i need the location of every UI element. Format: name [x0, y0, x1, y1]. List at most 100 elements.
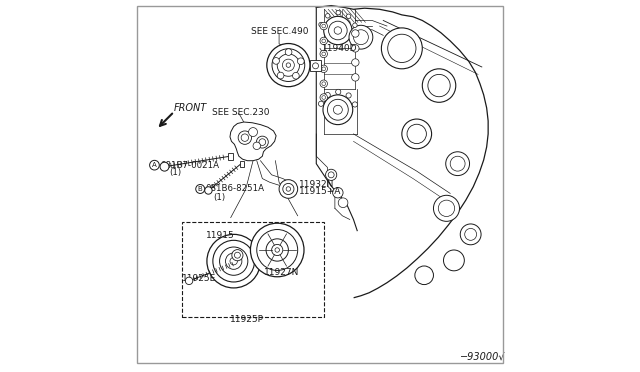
- Circle shape: [415, 266, 433, 285]
- Circle shape: [319, 101, 324, 106]
- Circle shape: [349, 25, 373, 49]
- Circle shape: [271, 244, 283, 256]
- Circle shape: [225, 253, 242, 269]
- Polygon shape: [230, 122, 276, 161]
- Text: (1): (1): [170, 168, 182, 177]
- Circle shape: [324, 16, 352, 45]
- Circle shape: [275, 248, 280, 252]
- Circle shape: [352, 102, 358, 107]
- Text: 11915+A: 11915+A: [299, 187, 341, 196]
- Circle shape: [322, 67, 326, 71]
- Circle shape: [407, 124, 426, 144]
- Circle shape: [272, 49, 305, 81]
- Circle shape: [286, 187, 291, 191]
- Circle shape: [351, 45, 359, 52]
- Circle shape: [196, 185, 205, 193]
- Circle shape: [150, 160, 159, 170]
- Bar: [228, 153, 234, 160]
- Text: 11940D: 11940D: [322, 44, 357, 53]
- Circle shape: [333, 105, 342, 114]
- Circle shape: [422, 69, 456, 102]
- Circle shape: [322, 39, 326, 43]
- Circle shape: [241, 134, 248, 141]
- Text: 11932N: 11932N: [299, 180, 334, 189]
- Circle shape: [334, 27, 342, 34]
- Circle shape: [266, 239, 289, 261]
- Circle shape: [277, 72, 284, 79]
- Circle shape: [450, 156, 465, 171]
- Circle shape: [381, 28, 422, 69]
- Circle shape: [298, 58, 304, 65]
- Circle shape: [259, 139, 266, 145]
- Circle shape: [326, 13, 330, 18]
- Circle shape: [257, 230, 298, 270]
- Text: (1): (1): [213, 193, 225, 202]
- Circle shape: [388, 34, 416, 62]
- Circle shape: [277, 54, 300, 76]
- Text: 11915: 11915: [206, 231, 234, 240]
- Circle shape: [328, 172, 334, 178]
- Text: 11925P: 11925P: [230, 315, 264, 324]
- Circle shape: [320, 22, 328, 30]
- Circle shape: [267, 44, 310, 87]
- Circle shape: [444, 250, 465, 271]
- Text: SEE SEC.490: SEE SEC.490: [251, 27, 308, 36]
- Circle shape: [323, 95, 353, 125]
- Circle shape: [273, 58, 280, 64]
- Circle shape: [325, 92, 330, 97]
- Circle shape: [320, 94, 328, 101]
- Circle shape: [257, 136, 268, 148]
- Circle shape: [328, 21, 347, 40]
- Text: 11927N: 11927N: [264, 268, 300, 277]
- Circle shape: [353, 30, 369, 45]
- Circle shape: [220, 247, 248, 275]
- Circle shape: [346, 93, 351, 98]
- Text: 081B7-0021A: 081B7-0021A: [161, 161, 220, 170]
- Circle shape: [312, 63, 319, 69]
- Circle shape: [279, 180, 298, 198]
- Circle shape: [428, 74, 450, 97]
- Circle shape: [286, 63, 291, 67]
- Bar: [182, 222, 324, 317]
- Circle shape: [322, 82, 326, 86]
- Circle shape: [320, 37, 328, 45]
- Circle shape: [292, 73, 300, 79]
- Circle shape: [335, 89, 341, 94]
- Circle shape: [320, 50, 328, 58]
- Circle shape: [234, 252, 241, 258]
- Circle shape: [186, 277, 193, 285]
- Circle shape: [207, 234, 260, 288]
- Circle shape: [250, 223, 304, 277]
- Circle shape: [283, 183, 294, 195]
- Circle shape: [213, 240, 255, 282]
- Bar: [239, 161, 244, 167]
- Circle shape: [320, 80, 328, 87]
- Circle shape: [282, 59, 294, 71]
- Circle shape: [465, 228, 477, 240]
- Bar: [310, 60, 321, 71]
- Circle shape: [326, 169, 337, 180]
- Text: SEE SEC.230: SEE SEC.230: [212, 108, 269, 117]
- Circle shape: [433, 195, 460, 221]
- Circle shape: [460, 224, 481, 245]
- Circle shape: [445, 152, 470, 176]
- Circle shape: [351, 59, 359, 66]
- Circle shape: [351, 74, 359, 81]
- Circle shape: [346, 14, 351, 19]
- Circle shape: [322, 96, 326, 99]
- Text: −93000√: −93000√: [460, 352, 506, 361]
- Circle shape: [320, 65, 328, 73]
- Circle shape: [230, 257, 237, 265]
- Circle shape: [253, 142, 260, 150]
- Circle shape: [333, 187, 343, 198]
- Text: FRONT: FRONT: [174, 103, 207, 113]
- Text: 11925E: 11925E: [182, 274, 216, 283]
- Circle shape: [402, 119, 431, 149]
- Text: B: B: [198, 186, 203, 192]
- Circle shape: [238, 131, 252, 144]
- Circle shape: [319, 22, 323, 27]
- Text: 081B6-8251A: 081B6-8251A: [206, 185, 265, 193]
- Circle shape: [285, 49, 292, 55]
- Circle shape: [338, 198, 348, 208]
- Circle shape: [205, 187, 212, 194]
